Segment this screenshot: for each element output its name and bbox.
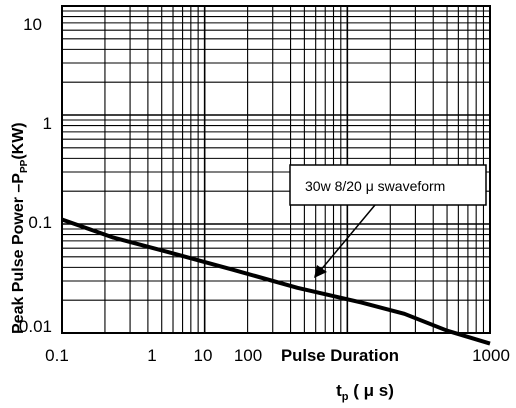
x-tick-label-0.1: 0.1: [45, 346, 69, 365]
annotation-text: 30w 8/20 μ swaveform: [305, 178, 445, 194]
series-line: [61, 217, 491, 346]
x-axis-unit-rest: ( μ s): [349, 381, 394, 400]
x-axis-unit-label: tp ( μ s): [336, 381, 394, 403]
plot-frame: [61, 5, 491, 334]
x-tick-label-10: 10: [194, 346, 213, 365]
y-tick-label-0.01: 0.01: [19, 317, 52, 336]
annotation-box: [289, 164, 487, 206]
x-tick-label-1000: 1000: [472, 346, 510, 365]
x-axis-label: Pulse Duration: [281, 346, 399, 365]
y-axis-label-main: Peak Pulse Power –P: [10, 173, 27, 334]
x-axis-unit-sub: p: [342, 391, 349, 403]
y-tick-label-1: 1: [43, 114, 52, 133]
y-axis-label-rest: (KW): [10, 122, 27, 159]
annotation-arrow-shaft: [319, 204, 376, 272]
y-tick-label-0.1: 0.1: [28, 213, 52, 232]
x-tick-label-1: 1: [147, 346, 156, 365]
x-axis-unit-t: t: [336, 381, 342, 400]
annotation-arrowhead: [314, 265, 327, 278]
y-tick-label-10: 10: [23, 15, 42, 34]
y-axis-label-sub: PP: [19, 159, 30, 173]
y-axis-label: Peak Pulse Power –PPP(KW): [10, 122, 30, 334]
x-tick-label-100: 100: [234, 346, 262, 365]
